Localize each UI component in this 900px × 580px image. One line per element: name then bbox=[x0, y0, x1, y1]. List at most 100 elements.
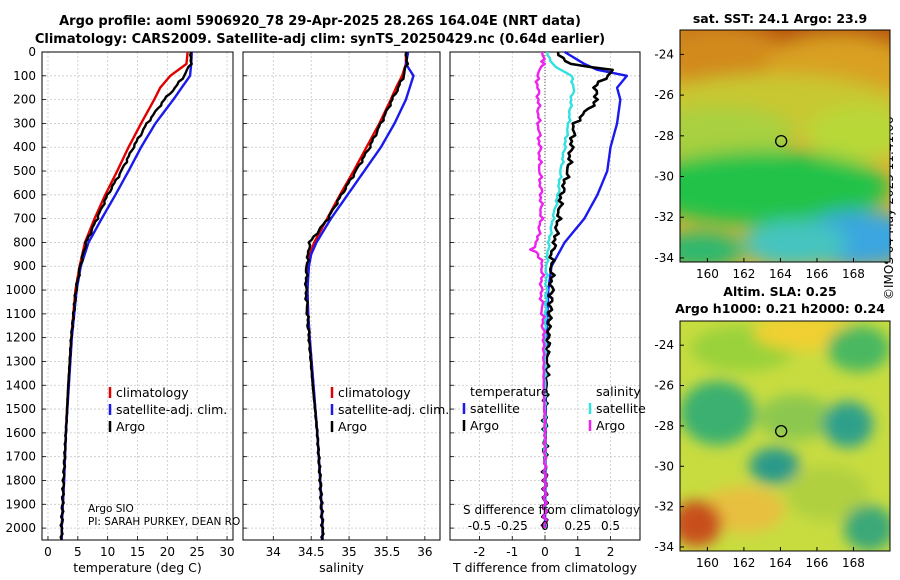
sla-map-ytick-label: -32 bbox=[654, 500, 674, 514]
sst-map-xtick-label: 168 bbox=[842, 267, 865, 281]
salinity-panel-series-argo bbox=[303, 51, 410, 541]
salinity-panel-group bbox=[242, 51, 441, 541]
y-tick-label: 400 bbox=[13, 140, 36, 154]
salinity-panel-series-climatology bbox=[306, 52, 408, 540]
sla-map-xtick-label: 168 bbox=[842, 556, 865, 570]
sla-map-blob bbox=[757, 394, 834, 441]
difference-panel-group bbox=[449, 50, 641, 541]
sla-map-blob bbox=[749, 447, 800, 485]
sla-map-blob bbox=[785, 465, 869, 522]
sla-map-xtick-label: 164 bbox=[769, 556, 792, 570]
legend-label: satellite-adj. clim. bbox=[116, 402, 227, 417]
sla-map-title-2: Argo h1000: 0.21 h2000: 0.24 bbox=[675, 301, 885, 316]
y-tick-label: 1800 bbox=[5, 473, 36, 487]
legend-label: Argo bbox=[470, 418, 499, 433]
secondary-tick-label: 0.5 bbox=[601, 519, 620, 533]
y-tick-label: 1900 bbox=[5, 497, 36, 511]
y-tick-label: 500 bbox=[13, 164, 36, 178]
legend-label: Argo bbox=[338, 419, 367, 434]
legend-label: climatology bbox=[338, 385, 411, 400]
sst-map-blob bbox=[680, 231, 743, 262]
title-line-1: Argo profile: aoml 5906920_78 29-Apr-202… bbox=[59, 14, 581, 29]
x-tick-label: 2 bbox=[607, 545, 615, 559]
difference-panel-series-salinity-argo bbox=[529, 51, 549, 529]
sst-map-xtick-label: 166 bbox=[806, 267, 829, 281]
sla-map-blob bbox=[680, 380, 756, 446]
sla-map-blob bbox=[827, 325, 890, 372]
secondary-tick-label: -0.5 bbox=[468, 519, 491, 533]
y-tick-label: 600 bbox=[13, 188, 36, 202]
legend-header-salinity: salinity bbox=[596, 384, 641, 399]
sla-map-xtick-label: 162 bbox=[732, 556, 755, 570]
y-tick-label: 0 bbox=[28, 45, 36, 59]
x-tick-label: 20 bbox=[160, 545, 175, 559]
sst-map-xtick-label: 162 bbox=[732, 267, 755, 281]
sla-map-blob bbox=[680, 500, 722, 547]
y-tick-label: 300 bbox=[13, 116, 36, 130]
sst-map-ytick-label: -26 bbox=[654, 88, 674, 102]
sla-map-argo-marker bbox=[775, 425, 788, 438]
y-tick-label: 1200 bbox=[5, 331, 36, 345]
temperature-panel-series-argo bbox=[59, 51, 193, 541]
sla-map-ytick-label: -26 bbox=[654, 379, 674, 393]
sst-map-blob bbox=[680, 150, 890, 225]
sst-map-ytick-label: -30 bbox=[654, 170, 674, 184]
sla-map-ytick-label: -24 bbox=[654, 338, 674, 352]
x-tick-label: 1 bbox=[574, 545, 582, 559]
x-tick-label: 10 bbox=[100, 545, 115, 559]
sla-map-blobs bbox=[680, 321, 890, 551]
sla-map-ytick-label: -30 bbox=[654, 459, 674, 473]
sla-map-ytick-label: -34 bbox=[654, 540, 674, 554]
temperature-panel-group bbox=[41, 51, 234, 541]
sst-map-title: sat. SST: 24.1 Argo: 23.9 bbox=[692, 11, 868, 26]
sst-map-ytick-label: -24 bbox=[654, 47, 674, 61]
annotation-pi: PI: SARAH PURKEY, DEAN RO bbox=[88, 516, 240, 528]
x-tick-label: 36 bbox=[417, 545, 432, 559]
y-tick-label: 800 bbox=[13, 235, 36, 249]
x-tick-label: 5 bbox=[74, 545, 82, 559]
x-tick-label: 0 bbox=[541, 545, 549, 559]
y-tick-label: 700 bbox=[13, 212, 36, 226]
y-tick-label: 1700 bbox=[5, 450, 36, 464]
x-tick-label: -2 bbox=[473, 545, 485, 559]
sla-map-ytick-label: -28 bbox=[654, 419, 674, 433]
sst-map-argo-marker bbox=[775, 134, 788, 148]
sla-map-xtick-label: 166 bbox=[806, 556, 829, 570]
salinity-panel-frame bbox=[242, 51, 441, 541]
y-tick-label: 100 bbox=[13, 69, 36, 83]
y-tick-label: 1500 bbox=[5, 402, 36, 416]
x-tick-label: -1 bbox=[506, 545, 518, 559]
sst-map-xtick-label: 164 bbox=[769, 267, 792, 281]
annotation-sio: Argo SIO bbox=[88, 503, 134, 515]
title-line-2: Climatology: CARS2009. Satellite-adj cli… bbox=[34, 32, 606, 47]
sst-map-ytick-label: -28 bbox=[654, 129, 674, 143]
y-tick-label: 900 bbox=[13, 259, 36, 273]
legend-label: satellite bbox=[470, 401, 520, 416]
x-tick-label: 34 bbox=[266, 545, 281, 559]
sst-map-blobs bbox=[680, 30, 890, 262]
temperature-panel-series-satellite-adj-clim- bbox=[60, 51, 194, 540]
sla-map-blob bbox=[822, 401, 874, 448]
legend-label: climatology bbox=[116, 385, 189, 400]
secondary-tick-label: 0.25 bbox=[564, 519, 591, 533]
salinity-panel-series-satellite-adj-clim- bbox=[306, 51, 415, 540]
sst-map-blob bbox=[806, 106, 890, 163]
sla-map-blob bbox=[701, 486, 785, 533]
temperature-panel-xlabel: temperature (deg C) bbox=[73, 560, 202, 575]
x-tick-label: 34.5 bbox=[298, 545, 325, 559]
difference-panel-xlabel: T difference from climatology bbox=[452, 560, 638, 575]
x-tick-label: 25 bbox=[190, 545, 205, 559]
legend-label: Argo bbox=[116, 419, 145, 434]
sst-map-frame bbox=[679, 29, 891, 263]
sst-map-blob bbox=[743, 220, 848, 262]
y-tick-label: 2000 bbox=[5, 521, 36, 535]
legend-label: Argo bbox=[596, 418, 625, 433]
x-tick-label: 30 bbox=[219, 545, 234, 559]
x-tick-label: 0 bbox=[44, 545, 52, 559]
sst-map-xtick-label: 160 bbox=[696, 267, 719, 281]
temperature-panel-series-climatology bbox=[60, 51, 189, 540]
y-tick-label: 1600 bbox=[5, 426, 36, 440]
legend-header-temperature: temperature bbox=[470, 384, 549, 399]
legend-label: satellite-adj. clim. bbox=[338, 402, 449, 417]
legend-label: satellite bbox=[596, 401, 646, 416]
